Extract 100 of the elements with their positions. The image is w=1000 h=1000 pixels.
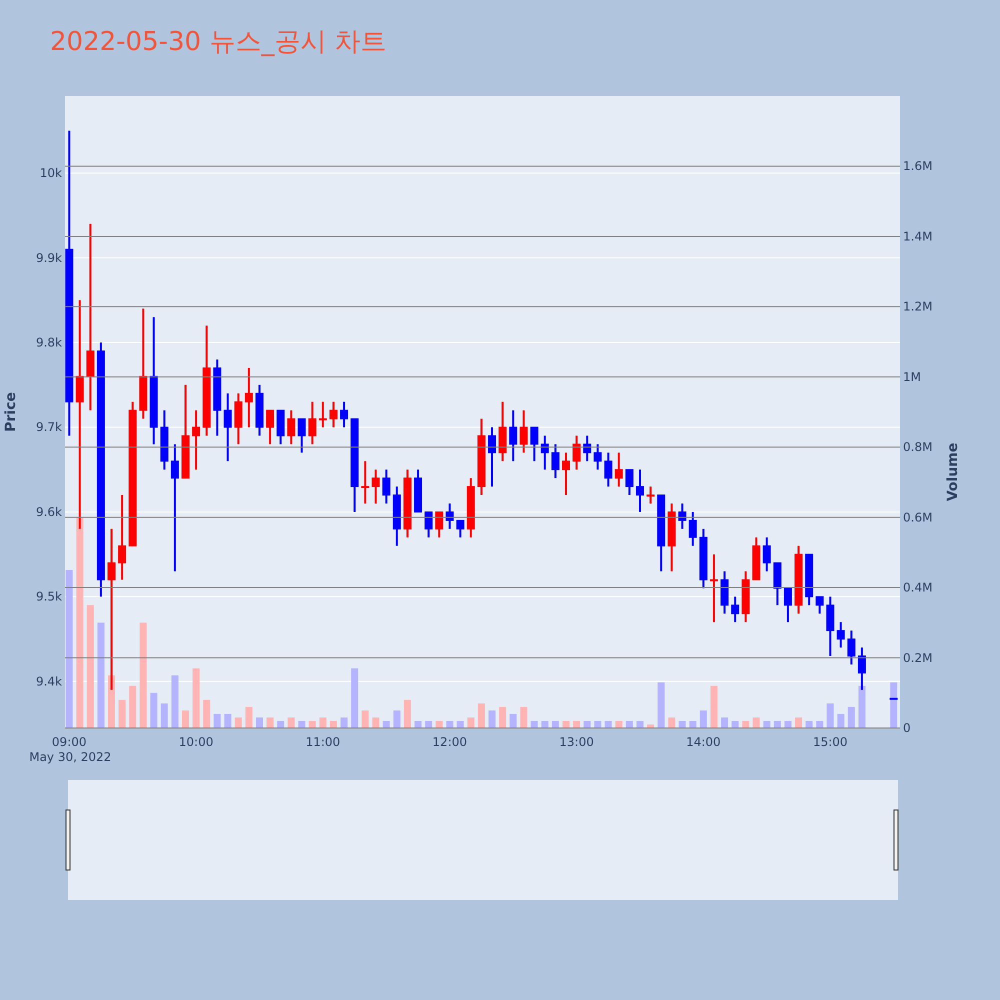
bar — [86, 605, 94, 728]
y-axis-title: Price — [3, 392, 19, 432]
candlestick — [816, 596, 824, 615]
y2-tick-label: 0.2M — [903, 650, 932, 665]
candlestick — [688, 510, 697, 547]
bar — [784, 720, 792, 728]
y2-tick-label: 1M — [903, 370, 921, 384]
bar — [224, 714, 232, 728]
bar — [510, 714, 517, 728]
candlestick — [318, 400, 327, 428]
y-tick-label: 9.5k — [36, 590, 62, 604]
candlestick — [298, 418, 306, 454]
y2-tick-label: 1.6M — [903, 159, 932, 174]
bar — [308, 720, 316, 728]
bar — [425, 720, 432, 728]
y2-tick-label: 0.6M — [903, 510, 932, 524]
bar — [171, 675, 178, 728]
bar — [848, 706, 855, 728]
title: 2022-05-30 뉴스_공시 차트 — [50, 27, 387, 57]
bar — [668, 717, 676, 728]
bar — [837, 714, 844, 728]
bar — [288, 717, 295, 728]
bar — [66, 570, 73, 728]
bar — [140, 622, 147, 728]
bar — [256, 717, 263, 728]
bar — [298, 720, 306, 728]
bar — [816, 720, 824, 728]
candlestick — [287, 409, 296, 446]
y2-tick-label: 0.4M — [903, 580, 932, 595]
bar — [330, 720, 337, 728]
candlestick — [446, 502, 454, 530]
bar — [763, 720, 770, 728]
bar — [234, 717, 242, 728]
x-tick-label: 10:00 — [178, 735, 214, 749]
bar — [636, 720, 644, 728]
y-tick-label: 9.6k — [36, 504, 62, 519]
bar — [573, 720, 580, 728]
bar — [76, 517, 84, 728]
bar — [382, 720, 390, 728]
candlestick — [530, 426, 538, 462]
bar — [858, 686, 866, 728]
candlestick — [572, 434, 581, 471]
candlestick — [192, 409, 200, 471]
candlestick — [520, 409, 528, 454]
bar — [604, 720, 612, 728]
bar — [319, 717, 326, 728]
bar — [456, 720, 464, 728]
candlestick — [224, 392, 232, 462]
candlestick — [488, 426, 496, 488]
bar — [97, 622, 104, 728]
bar — [436, 720, 443, 728]
x-tick-label: 12:00 — [432, 735, 468, 749]
candlestick — [170, 443, 179, 572]
candlestick — [372, 468, 380, 504]
candlestick — [509, 409, 518, 462]
candlestick — [329, 400, 338, 428]
bar — [615, 720, 622, 728]
bar — [806, 720, 813, 728]
bar — [742, 720, 750, 728]
candlestick — [340, 400, 348, 428]
bar — [160, 703, 168, 728]
bar — [266, 717, 274, 728]
candlestick — [424, 510, 433, 538]
bar — [340, 717, 348, 728]
candlestick — [435, 510, 444, 538]
candlestick — [678, 502, 686, 530]
bar — [594, 720, 602, 728]
bar — [214, 714, 221, 728]
y-tick-label: 9.7k — [36, 420, 62, 434]
bar — [700, 710, 707, 728]
y-tick-label: 9.9k — [36, 250, 62, 265]
bar — [774, 720, 781, 728]
bar — [552, 720, 559, 728]
bar — [150, 692, 158, 728]
candlestick — [594, 443, 602, 471]
bar — [658, 682, 665, 728]
candlestick — [361, 460, 370, 504]
x-tick-label: 11:00 — [306, 735, 340, 749]
bar — [108, 675, 116, 728]
candlestick — [762, 536, 771, 572]
y-tick-label: 9.4k — [36, 674, 62, 688]
bar — [795, 717, 802, 728]
y2-tick-label: 0.8M — [903, 440, 932, 454]
bar — [488, 710, 496, 728]
x-tick-label: 09:00 May 30, 2022 — [29, 735, 112, 764]
bar — [467, 717, 474, 728]
bar — [678, 720, 686, 728]
y-tick-label: 10k — [40, 166, 62, 180]
candlestick — [625, 468, 634, 496]
candlestick — [540, 434, 549, 471]
candlestick — [266, 409, 274, 446]
y2-axis-title: Volume — [945, 442, 961, 502]
y2-tick-label: 1.4M — [903, 229, 932, 244]
bar — [245, 706, 252, 728]
y2-tick-label: 1.2M — [903, 300, 932, 314]
candlestick — [551, 443, 560, 480]
bar — [362, 710, 369, 728]
candlestick — [731, 596, 740, 624]
bar — [393, 710, 400, 728]
bar — [182, 710, 189, 728]
